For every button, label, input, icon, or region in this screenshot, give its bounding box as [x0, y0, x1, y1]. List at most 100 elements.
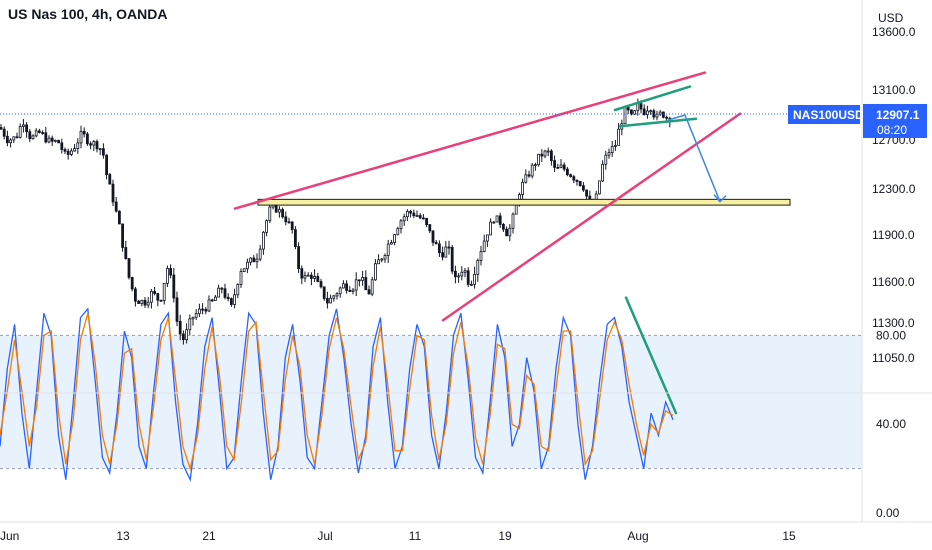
price-tag[interactable]: 12907.1 08:20 — [863, 104, 927, 138]
candle-body — [434, 242, 438, 245]
candle-body — [258, 248, 262, 260]
candle-body — [169, 268, 173, 276]
candle — [479, 245, 483, 266]
candle — [572, 174, 576, 184]
candle-body — [402, 216, 406, 222]
candle-body — [546, 150, 550, 153]
candle-body — [498, 215, 502, 225]
candle — [287, 217, 291, 224]
candle-body — [31, 135, 35, 140]
candle-body — [329, 297, 333, 304]
candle — [73, 144, 76, 152]
candle — [63, 147, 67, 154]
candle — [633, 109, 636, 115]
candle-body — [335, 293, 339, 297]
candle — [402, 213, 406, 226]
candle — [396, 226, 400, 236]
candle-body — [9, 139, 13, 144]
candle-body — [252, 257, 256, 263]
candle-body — [249, 257, 253, 263]
candle — [252, 255, 256, 263]
candle-body — [181, 333, 185, 341]
candle-body — [665, 116, 668, 119]
time-tick-label: 21 — [202, 529, 216, 543]
candle-body — [12, 136, 16, 141]
candle-body — [623, 106, 627, 125]
candle-body — [348, 290, 352, 292]
stoch-d-line — [0, 313, 674, 472]
candle-body — [463, 270, 467, 273]
candle — [662, 111, 665, 119]
candle-body — [380, 258, 384, 261]
candle — [89, 141, 92, 150]
candle-body — [265, 220, 269, 233]
candle — [293, 226, 297, 250]
candle-body — [197, 308, 201, 314]
candle-body — [300, 268, 304, 279]
candle — [511, 212, 515, 234]
candle — [133, 286, 137, 307]
stochastic-lines — [0, 296, 678, 482]
candle — [630, 109, 633, 116]
candle — [18, 123, 22, 139]
candle — [28, 129, 32, 143]
candle-body — [383, 255, 387, 260]
drawing-annotations[interactable] — [233, 71, 791, 322]
projected-path — [667, 114, 721, 202]
candle — [447, 240, 451, 255]
symbol-tag[interactable]: NAS100USD — [788, 105, 864, 124]
candle-body — [370, 279, 374, 295]
candle-body — [229, 298, 233, 305]
candle — [149, 289, 153, 309]
candle-body — [655, 113, 659, 118]
stochastic-axis[interactable]: 80.00 40.00 0.00 — [876, 328, 906, 520]
candle-body — [44, 132, 48, 143]
candle-body — [389, 242, 393, 245]
candle — [354, 272, 358, 297]
candle — [178, 314, 182, 341]
candle-body — [505, 228, 509, 237]
candle-body — [409, 210, 413, 214]
candle-body — [149, 290, 153, 303]
candle-body — [89, 143, 92, 146]
candle — [425, 217, 429, 228]
candle — [322, 286, 326, 301]
candle — [175, 291, 179, 327]
candle — [569, 173, 572, 178]
candle-body — [287, 221, 291, 224]
candle — [578, 181, 582, 187]
candle-body — [162, 282, 166, 301]
candle-body — [332, 295, 336, 299]
candle — [306, 272, 310, 277]
candle-body — [543, 150, 547, 157]
candle — [550, 149, 553, 166]
candle — [108, 172, 112, 185]
candle-body — [444, 246, 448, 258]
candle-body — [102, 148, 105, 156]
candle-body — [610, 146, 614, 154]
candle-body — [521, 181, 524, 195]
time-axis[interactable]: Jun 13 21 Jul 11 19 Aug 15 — [0, 529, 796, 543]
candle-body — [559, 164, 563, 168]
candle — [383, 253, 387, 263]
candle — [210, 298, 214, 302]
candle-body — [473, 273, 477, 285]
candle-body — [73, 148, 76, 152]
candle-body — [527, 174, 531, 177]
candle — [492, 221, 496, 224]
candle — [345, 280, 349, 294]
candle-body — [649, 110, 652, 113]
candle-body — [172, 274, 176, 299]
candle — [386, 239, 390, 263]
candle-body — [63, 149, 67, 152]
candle-body — [412, 212, 416, 217]
candle — [598, 180, 601, 195]
candle-body — [540, 153, 544, 157]
candle-body — [441, 252, 445, 258]
price-axis[interactable]: 13600.013100.012700.012300.011900.011600… — [872, 25, 916, 365]
candle-body — [431, 230, 435, 243]
candle-body — [54, 139, 57, 142]
candle-body — [268, 206, 272, 222]
candle-body — [633, 110, 636, 115]
